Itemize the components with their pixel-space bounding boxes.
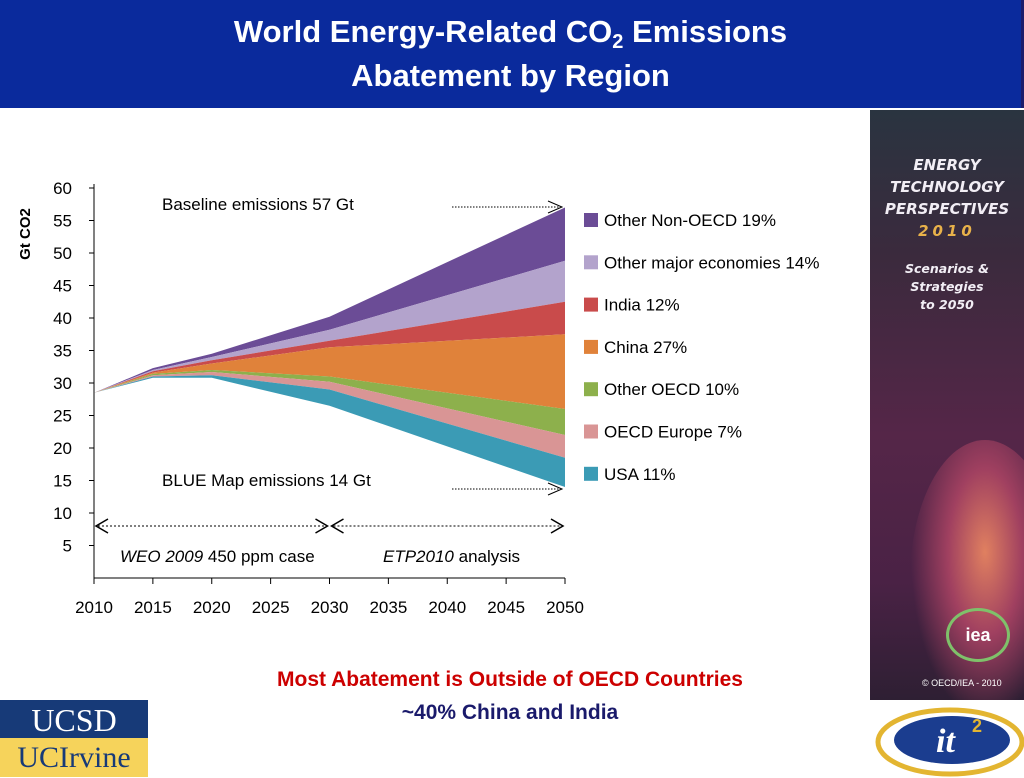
- y-tick-label: 40: [53, 309, 72, 328]
- cover-title-line: ENERGY: [913, 156, 981, 174]
- chart-areas: [94, 207, 565, 487]
- bluemap-label: BLUE Map emissions 14 Gt: [162, 471, 371, 490]
- y-tick-label: 50: [53, 244, 72, 263]
- cover-subtitle-line: Strategies: [910, 279, 984, 294]
- x-tick-label: 2030: [311, 598, 349, 617]
- y-axis-label: Gt CO2: [17, 208, 34, 260]
- y-tick-label: 20: [53, 439, 72, 458]
- legend-swatch: [584, 424, 598, 439]
- legend-label: Other Non-OECD 19%: [604, 211, 776, 230]
- legend-label: OECD Europe 7%: [604, 423, 742, 442]
- legend-label: Other OECD 10%: [604, 380, 739, 399]
- legend-label: India 12%: [604, 296, 680, 315]
- legend-swatch: [584, 255, 598, 270]
- x-tick-label: 2025: [252, 598, 290, 617]
- x-tick-label: 2020: [193, 598, 231, 617]
- baseline-arrowhead: [547, 200, 564, 214]
- bluemap-arrowhead: [547, 482, 564, 496]
- y-tick-label: 30: [53, 374, 72, 393]
- area-usa-6: [94, 375, 565, 487]
- cover-glow: [910, 440, 1024, 700]
- it2-logo: it 2: [875, 707, 1024, 777]
- period-left-label: WEO 2009 450 ppm case: [120, 547, 315, 566]
- area-other-4: [94, 370, 565, 435]
- legend-label: Other major economies 14%: [604, 253, 819, 272]
- iea-logo: iea: [946, 608, 1010, 662]
- cover-year: 2010: [918, 222, 976, 240]
- area-china-3: [94, 334, 565, 409]
- area-other-0: [94, 207, 565, 393]
- legend-swatch: [584, 213, 598, 227]
- cover-title: ENERGY TECHNOLOGY PERSPECTIVES: [870, 154, 1024, 220]
- x-tick-label: 2015: [134, 598, 172, 617]
- legend-swatch: [584, 382, 598, 397]
- caption-main: Most Abatement is Outside of OECD Countr…: [277, 668, 743, 691]
- it2-logo-text: it: [936, 723, 956, 760]
- legend-swatch: [584, 466, 598, 481]
- y-tick-label: 5: [63, 537, 72, 556]
- y-tick-label: 10: [53, 504, 72, 523]
- x-tick-label: 2045: [487, 598, 525, 617]
- legend-swatch: [584, 297, 598, 312]
- caption-sub: ~40% China and India: [401, 701, 619, 724]
- y-tick-label: 25: [53, 407, 72, 426]
- cover-subtitle: Scenarios & Strategies to 2050: [870, 260, 1024, 314]
- cover-title-line: PERSPECTIVES: [884, 200, 1010, 218]
- period-arrowhead: [315, 518, 329, 534]
- cover-title-line: TECHNOLOGY: [890, 178, 1004, 196]
- y-tick-label: 35: [53, 342, 72, 361]
- area-oecd-5: [94, 372, 565, 458]
- ucsd-logo: UCSD: [0, 700, 148, 738]
- it2-logo-sup: 2: [972, 716, 982, 736]
- cover-subtitle-line: Scenarios &: [905, 261, 989, 276]
- period-right-label: ETP2010 analysis: [383, 547, 520, 566]
- legend-label: China 27%: [604, 338, 687, 357]
- x-tick-label: 2035: [369, 598, 407, 617]
- cover-copyright: © OECD/IEA - 2010: [922, 678, 1002, 688]
- page-title-line1: World Energy-Related CO2 Emissions: [233, 14, 788, 53]
- period-arrowhead: [550, 518, 565, 534]
- y-tick-label: 55: [53, 212, 72, 231]
- title-banner: World Energy-Related CO2 Emissions Abate…: [0, 0, 1024, 108]
- page-title-line2: Abatement by Region: [351, 58, 670, 93]
- etp-report-cover: ENERGY TECHNOLOGY PERSPECTIVES 2010 Scen…: [870, 110, 1024, 700]
- period-arrowhead: [94, 518, 109, 534]
- y-tick-label: 15: [53, 472, 72, 491]
- cover-subtitle-line: to 2050: [920, 297, 974, 312]
- x-tick-label: 2050: [546, 598, 584, 617]
- y-tick-label: 60: [53, 179, 72, 198]
- x-tick-label: 2040: [428, 598, 466, 617]
- uc-irvine-logo: UCIrvine: [0, 738, 148, 777]
- chart-legend: Other Non-OECD 19% Other major economies …: [584, 211, 819, 484]
- legend-swatch: [584, 339, 598, 354]
- area-other-1: [94, 260, 565, 393]
- x-tick-label: 2010: [75, 598, 113, 617]
- baseline-label: Baseline emissions 57 Gt: [162, 195, 354, 214]
- y-tick-label: 45: [53, 277, 72, 296]
- chart-annotations: Baseline emissions 57 Gt BLUE Map emissio…: [94, 195, 565, 566]
- period-arrowhead: [330, 518, 344, 534]
- legend-label: USA 11%: [604, 465, 676, 484]
